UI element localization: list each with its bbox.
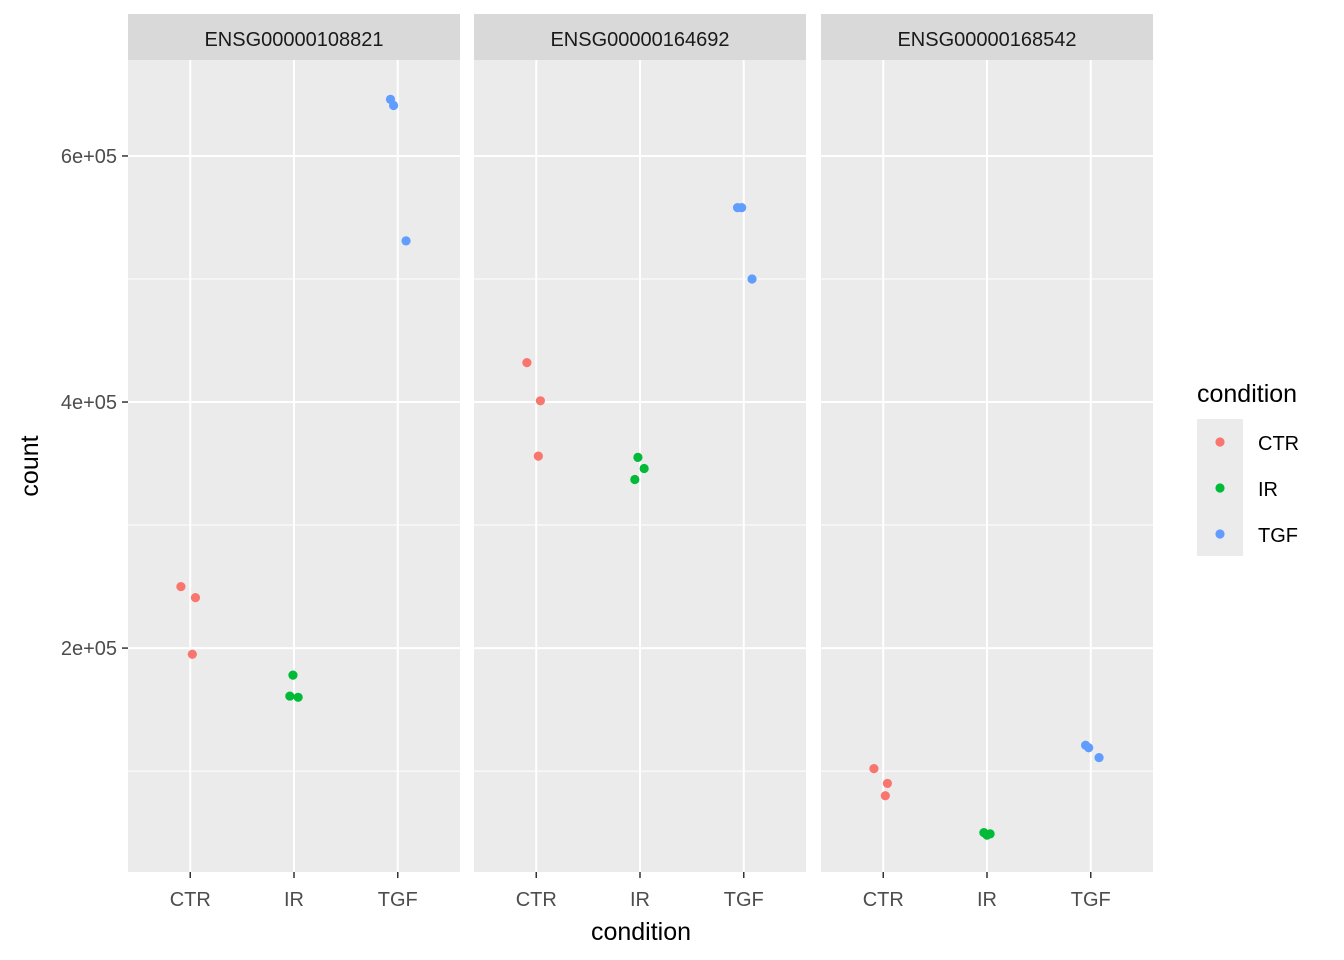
x-tick-label: TGF — [1071, 889, 1111, 911]
data-point-ctr — [176, 581, 186, 592]
x-tick-label: IR — [284, 889, 304, 911]
data-point-ctr — [880, 791, 890, 801]
x-tick-label: CTR — [170, 889, 211, 911]
data-point-ctr — [187, 649, 197, 659]
data-point-ctr — [535, 396, 546, 406]
facet-strip — [128, 14, 460, 60]
facet-panels: ENSG00000108821 CTR IR TGF ENSG00000164692 CT… — [128, 14, 1153, 911]
facet-panel-1: ENSG00000108821 CTR IR TGF — [128, 14, 460, 911]
data-point-ir — [982, 830, 992, 840]
data-point-ctr — [882, 778, 893, 789]
x-tick-label: IR — [630, 889, 650, 911]
legend-title: condition — [1197, 380, 1297, 408]
legend-label-ir: IR — [1258, 479, 1278, 501]
legend-key-ir — [1215, 483, 1225, 493]
facet-panel-3: ENSG00000168542 CTR IR TGF — [821, 14, 1153, 911]
x-tick-label: CTR — [516, 889, 557, 911]
legend-entries: CTR IR TGF — [1215, 433, 1299, 547]
legend-key-ctr — [1215, 437, 1225, 447]
legend-label-tgf: TGF — [1258, 525, 1298, 547]
facet-strip — [821, 14, 1153, 60]
y-axis-title: count — [16, 435, 44, 496]
x-tick-label: CTR — [863, 889, 904, 911]
data-point-ir — [293, 692, 303, 702]
y-tick-label: 2e+05 — [61, 638, 117, 660]
data-point-ir — [630, 474, 640, 485]
legend: condition CTR IR TGF — [1197, 380, 1299, 556]
x-tick-label: TGF — [378, 889, 418, 911]
data-point-tgf — [401, 236, 411, 246]
data-point-ir — [285, 691, 295, 701]
data-point-ctr — [869, 764, 879, 774]
facet-strip-label: ENSG00000164692 — [550, 29, 729, 51]
facet-strip — [474, 14, 806, 60]
data-point-tgf — [1094, 752, 1104, 763]
legend-label-ctr: CTR — [1258, 433, 1299, 455]
data-point-ctr — [533, 451, 543, 461]
y-tick-label: 4e+05 — [61, 392, 117, 414]
x-axis-title: condition — [591, 918, 691, 946]
data-point-tgf — [389, 100, 399, 111]
y-tick-label: 6e+05 — [61, 146, 117, 168]
x-tick-label: IR — [977, 889, 997, 911]
data-point-ctr — [190, 593, 201, 603]
y-axis: 2e+05 4e+05 6e+05 — [61, 146, 128, 660]
data-point-tgf — [737, 203, 747, 213]
data-point-tgf — [1084, 743, 1094, 753]
x-tick-label: TGF — [724, 889, 764, 911]
data-point-ctr — [522, 358, 532, 368]
facet-strip-label: ENSG00000168542 — [897, 29, 1076, 51]
data-point-tgf — [747, 274, 757, 284]
data-point-ir — [639, 463, 649, 474]
data-point-ir — [288, 670, 298, 680]
legend-key-tgf — [1215, 529, 1225, 539]
facet-panel-2: ENSG00000164692 CTR IR TGF — [474, 14, 806, 911]
data-point-ir — [633, 452, 643, 462]
facet-strip-label: ENSG00000108821 — [204, 29, 383, 51]
